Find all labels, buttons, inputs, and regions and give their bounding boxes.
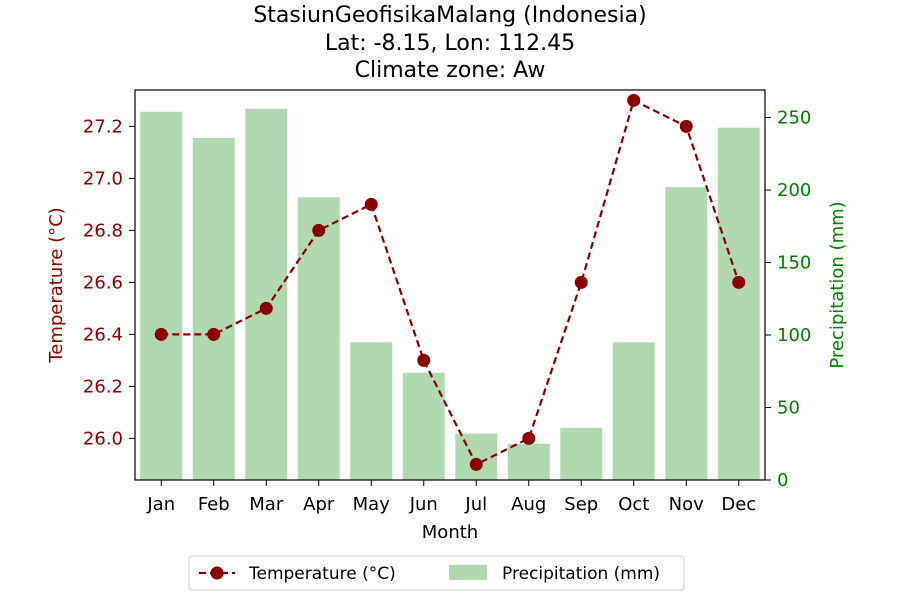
precipitation-bar-feb [192,137,235,480]
x-tick-label: Sep [564,494,598,515]
temperature-point-sep [574,275,588,289]
y-left-tick-label: 27.2 [83,116,123,137]
temperature-point-may [364,197,378,211]
y-right-tick-label: 50 [777,398,800,419]
temperature-point-nov [679,119,693,133]
x-tick-label: Jun [409,494,438,515]
y-axis-left-ticks: 26.0 26.2 26.4 26.6 26.8 27.0 27.2 [83,116,135,449]
temperature-line-series [154,93,746,471]
y-left-tick-label: 26.4 [83,324,123,345]
temperature-point-aug [522,431,536,445]
y-right-tick-label: 0 [777,470,788,491]
x-tick-label: Mar [249,494,284,515]
chart-title-line-1: StasiunGeofisikaMalang (Indonesia) [253,3,646,28]
y-axis-right-label: Precipitation (mm) [827,201,848,368]
temperature-point-apr [312,223,326,237]
temperature-point-jan [154,327,168,341]
y-axis-right-ticks: 0 50 100 150 200 250 [765,108,811,491]
precipitation-bar-jul [455,433,498,480]
precipitation-bar-nov [665,187,708,480]
y-right-tick-label: 250 [777,108,811,129]
x-tick-label: Feb [198,494,230,515]
x-axis-ticks: Jan Feb Mar Apr May Jun Jul Aug Sep Oct Nov Dec [146,480,756,515]
legend-temperature-marker [210,566,224,580]
precipitation-bar-mar [245,108,288,480]
x-tick-label: Dec [721,494,756,515]
temperature-point-dec [732,275,746,289]
y-right-tick-label: 150 [777,253,811,274]
precipitation-bar-jan [140,111,183,480]
precipitation-bar-jun [402,372,445,480]
chart-title: StasiunGeofisikaMalang (Indonesia) Lat: … [253,3,646,83]
precipitation-bar-apr [297,197,340,480]
y-right-tick-label: 200 [777,180,811,201]
chart-title-line-3: Climate zone: Aw [355,58,546,83]
y-left-tick-label: 26.0 [83,428,123,449]
x-axis-label: Month [422,522,478,543]
y-left-tick-label: 26.6 [83,272,123,293]
legend-temperature-label: Temperature (°C) [248,564,396,584]
temperature-line [161,98,740,466]
y-left-tick-label: 27.0 [83,168,123,189]
x-tick-label: Nov [669,494,704,515]
precipitation-bar-sep [560,427,603,480]
x-tick-label: Aug [511,494,546,515]
x-tick-label: Oct [618,494,649,515]
precipitation-bar-may [350,342,393,480]
precipitation-bar-aug [507,443,550,480]
y-right-tick-label: 100 [777,325,811,346]
precipitation-bars [140,108,760,481]
precipitation-bar-dec [717,127,760,481]
temperature-point-oct [627,93,641,107]
precipitation-bar-oct [612,342,655,480]
y-left-tick-label: 26.2 [83,376,123,397]
plot-frame [134,89,766,481]
temperature-point-mar [259,301,273,315]
x-tick-label: May [353,494,391,515]
temperature-point-feb [207,327,221,341]
chart-title-line-2: Lat: -8.15, Lon: 112.45 [325,31,575,56]
x-tick-label: Jan [146,494,175,515]
legend: Temperature (°C) Precipitation (mm) [188,555,685,591]
legend-precipitation-swatch [449,565,487,580]
temperature-point-jun [417,353,431,367]
temperature-point-jul [469,457,483,471]
legend-box [188,555,685,591]
y-left-tick-label: 26.8 [83,220,123,241]
x-tick-label: Jul [464,494,487,515]
x-tick-label: Apr [303,494,335,515]
y-axis-left-label: Temperature (°C) [46,207,67,363]
legend-precipitation-label: Precipitation (mm) [502,564,660,584]
